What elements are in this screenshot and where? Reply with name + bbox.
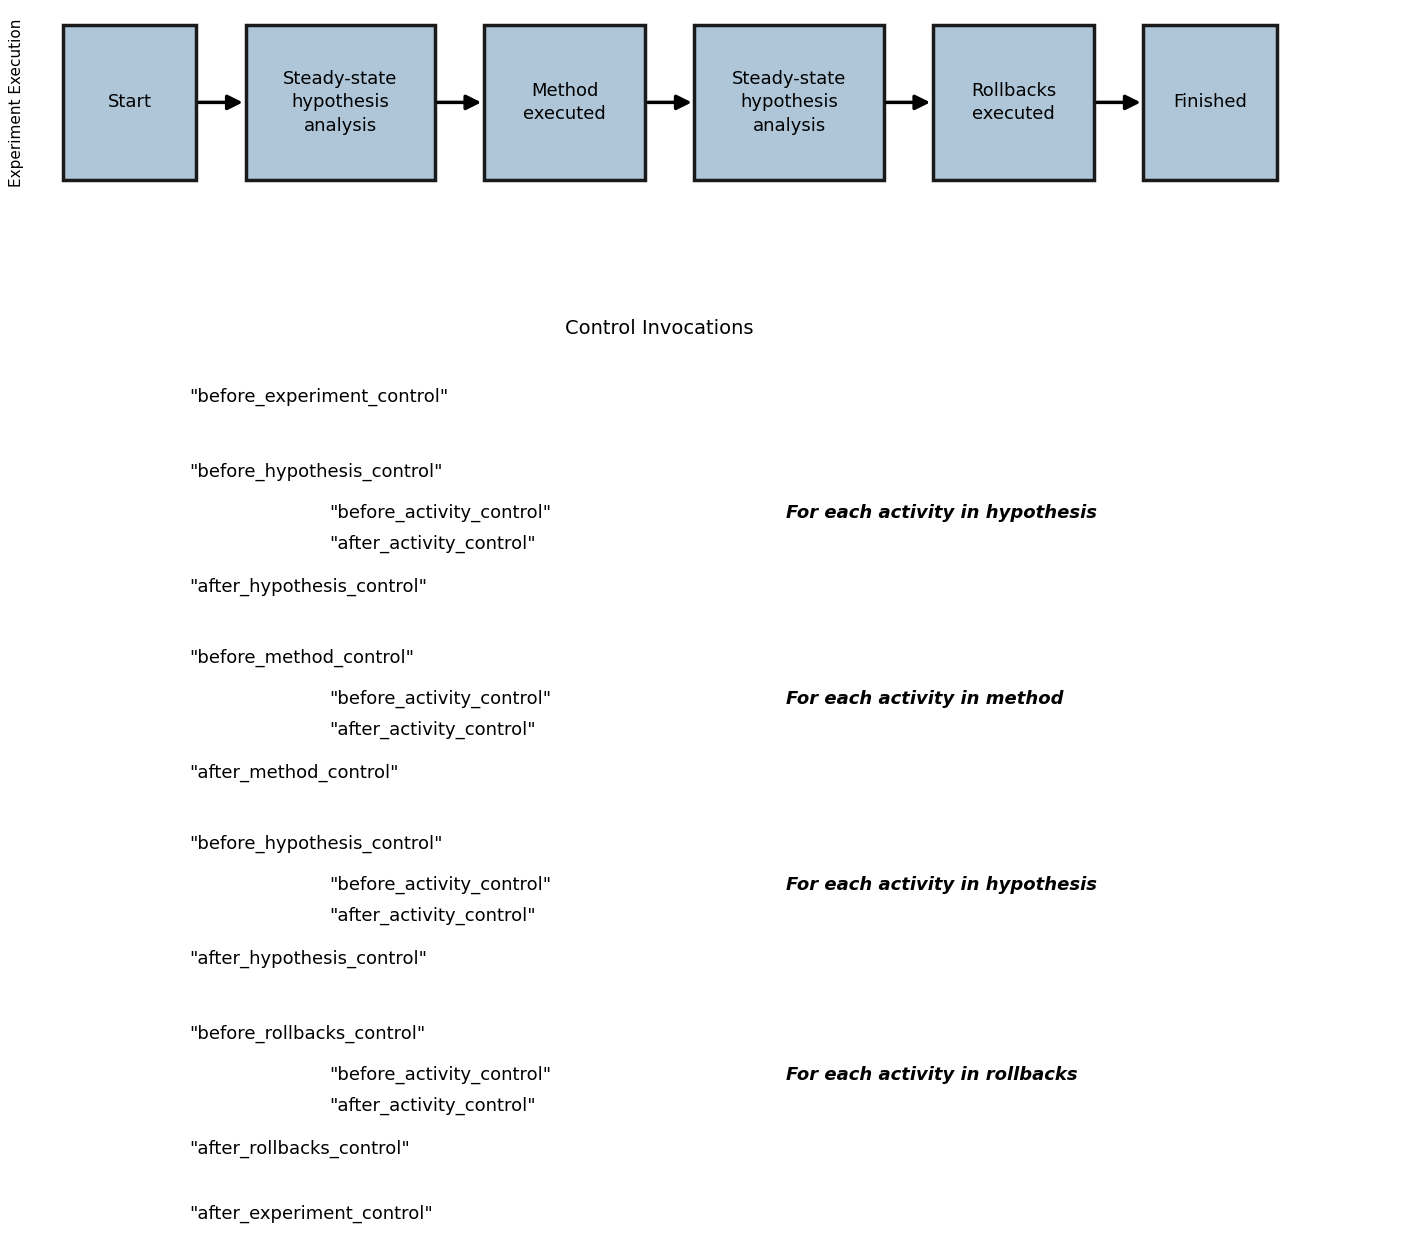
- Text: "before_activity_control": "before_activity_control": [330, 690, 551, 707]
- Text: For each activity in method: For each activity in method: [786, 690, 1063, 707]
- Text: "before_method_control": "before_method_control": [189, 649, 414, 666]
- Text: "before_activity_control": "before_activity_control": [330, 876, 551, 894]
- FancyBboxPatch shape: [484, 25, 645, 180]
- Text: Finished: Finished: [1173, 93, 1247, 112]
- FancyBboxPatch shape: [1143, 25, 1277, 180]
- Text: "before_activity_control": "before_activity_control": [330, 1066, 551, 1083]
- Text: "after_activity_control": "after_activity_control": [330, 721, 536, 738]
- Text: "after_hypothesis_control": "after_hypothesis_control": [189, 951, 428, 968]
- Text: For each activity in hypothesis: For each activity in hypothesis: [786, 876, 1097, 894]
- Text: "before_activity_control": "before_activity_control": [330, 504, 551, 521]
- Text: Method
executed: Method executed: [523, 82, 606, 123]
- Text: "before_rollbacks_control": "before_rollbacks_control": [189, 1025, 425, 1042]
- FancyBboxPatch shape: [63, 25, 196, 180]
- Text: "after_activity_control": "after_activity_control": [330, 1097, 536, 1114]
- Text: Control Invocations: Control Invocations: [565, 319, 753, 339]
- Text: "after_hypothesis_control": "after_hypothesis_control": [189, 578, 428, 596]
- Text: Rollbacks
executed: Rollbacks executed: [971, 82, 1056, 123]
- Text: For each activity in rollbacks: For each activity in rollbacks: [786, 1066, 1078, 1083]
- Text: "before_experiment_control": "before_experiment_control": [189, 388, 449, 406]
- Text: Start: Start: [108, 93, 152, 112]
- Text: "after_method_control": "after_method_control": [189, 764, 398, 782]
- FancyBboxPatch shape: [694, 25, 884, 180]
- Text: "before_hypothesis_control": "before_hypothesis_control": [189, 463, 443, 480]
- FancyBboxPatch shape: [933, 25, 1094, 180]
- Text: "after_activity_control": "after_activity_control": [330, 907, 536, 925]
- Text: Experiment Execution: Experiment Execution: [10, 19, 24, 187]
- Text: For each activity in hypothesis: For each activity in hypothesis: [786, 504, 1097, 521]
- Text: Steady-state
hypothesis
analysis: Steady-state hypothesis analysis: [283, 69, 397, 135]
- Text: "before_hypothesis_control": "before_hypothesis_control": [189, 835, 443, 853]
- Text: Steady-state
hypothesis
analysis: Steady-state hypothesis analysis: [732, 69, 846, 135]
- Text: "after_rollbacks_control": "after_rollbacks_control": [189, 1140, 410, 1158]
- Text: "after_experiment_control": "after_experiment_control": [189, 1205, 434, 1222]
- Text: "after_activity_control": "after_activity_control": [330, 535, 536, 552]
- FancyBboxPatch shape: [246, 25, 435, 180]
